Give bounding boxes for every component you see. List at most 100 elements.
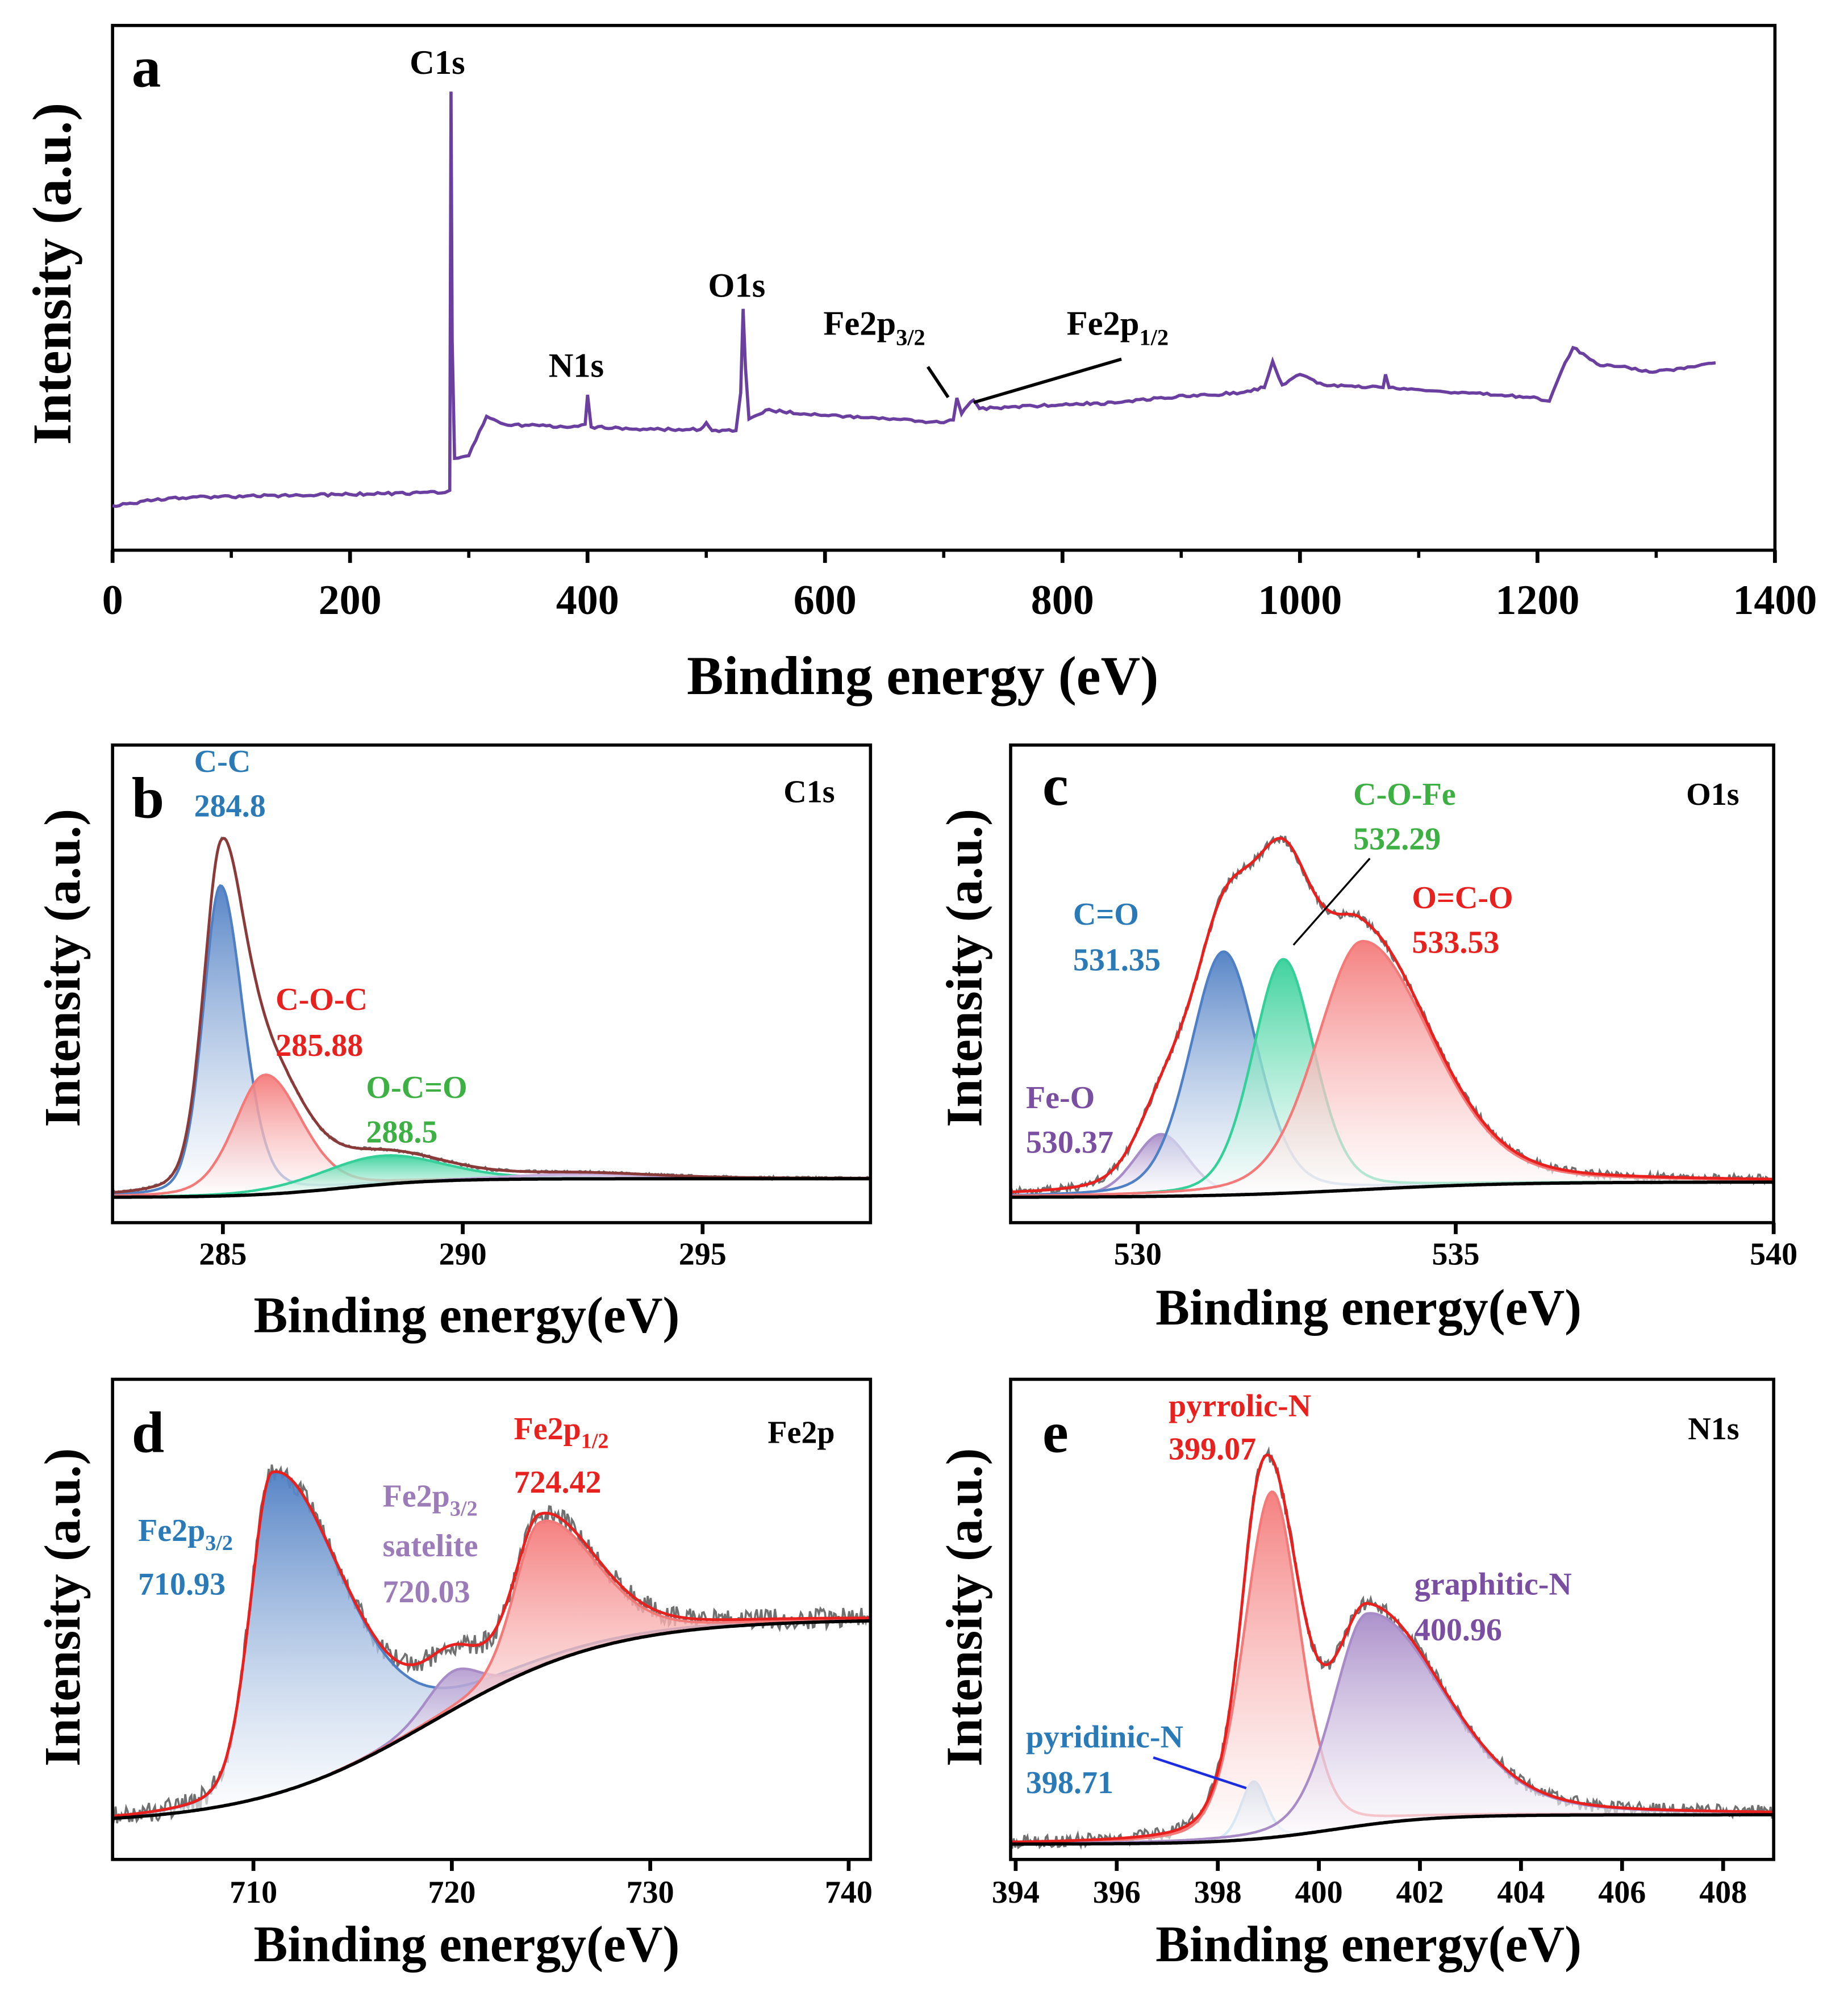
x-tick-label: 800 — [1031, 577, 1094, 624]
x-ticks-e: 394 396 398 400 402 404 406 408 — [992, 1859, 1747, 1910]
value-c-o-c: 285.88 — [276, 1028, 363, 1063]
x-ticks-b: 285 290 295 — [199, 1222, 727, 1272]
panel-a-survey: 0 200 400 600 800 1000 1200 1400 a C1s N1s O1s … — [22, 24, 1817, 706]
y-axis-label-d: Intensity (a.u.) — [35, 1448, 91, 1767]
annotation-o1s: O1s — [708, 266, 765, 304]
component-line-fe2p — [332, 1519, 871, 1774]
label-fe2p32-satellite: Fe2p3/2 — [383, 1479, 478, 1521]
x-axis-label-c: Binding energy(eV) — [1155, 1280, 1582, 1336]
x-tick-label: 404 — [1497, 1875, 1545, 1910]
plot-frame-b — [111, 743, 873, 1225]
panel-label-a: a — [132, 35, 161, 99]
x-tick-label: 290 — [439, 1237, 487, 1272]
background-line — [1010, 1813, 1774, 1846]
x-tick-label: 285 — [199, 1237, 247, 1272]
background-line — [112, 1177, 871, 1199]
x-ticks-c: 530 535 540 — [1114, 1222, 1797, 1272]
component-fill-o-c-o — [1010, 941, 1774, 1197]
x-tick-label: 710 — [230, 1875, 277, 1910]
panel-d-fe2p: 710 720 730 740 d Fe2p Fe2p3/2 710.93 Fe2p3… — [35, 1377, 873, 1973]
component-fill-fe2p — [332, 1520, 871, 1774]
plot-area-d — [111, 1464, 871, 1827]
value-graphitic-n: 400.96 — [1415, 1612, 1502, 1648]
x-axis-label-a: Binding energy (eV) — [687, 645, 1158, 706]
x-tick-label: 400 — [556, 577, 619, 624]
component-fill-c-o-c — [112, 1075, 540, 1197]
x-tick-label: 295 — [679, 1237, 727, 1272]
annotation-fe2p12: Fe2p1/2 — [1067, 305, 1169, 350]
component-fill-fe2p — [112, 1472, 871, 1819]
panel-b-c1s: 285 290 295 b C1s C-C 284.8 C-O-C 285.88 O… — [35, 743, 873, 1343]
annotation-fe2p32: Fe2p3/2 — [823, 305, 925, 350]
panel-e-n1s: 394 396 398 400 402 404 406 408 e N1s pyrrolic-… — [936, 1377, 1775, 1973]
x-tick-label: 398 — [1194, 1875, 1242, 1910]
plot-frame-a — [111, 24, 1777, 552]
panel-title-e: N1s — [1688, 1411, 1739, 1447]
panel-title-b: C1s — [783, 775, 835, 810]
panel-label-d: d — [132, 1400, 164, 1465]
x-tick-label: 1000 — [1258, 577, 1342, 624]
label-graphitic-n: graphitic-N — [1415, 1566, 1572, 1602]
annotation-c1s: C1s — [410, 44, 465, 82]
x-tick-label: 720 — [428, 1875, 475, 1910]
x-ticks-d: 710 720 730 740 — [230, 1859, 873, 1910]
x-tick-label: 530 — [1114, 1237, 1162, 1272]
pointer-pyridinic-n — [1153, 1756, 1247, 1790]
x-tick-label: 200 — [319, 577, 382, 624]
panel-title-d: Fe2p — [767, 1415, 835, 1451]
x-tick-label: 1200 — [1495, 577, 1579, 624]
value-pyrrolic-n: 399.07 — [1169, 1432, 1256, 1467]
plot-area-c — [1009, 835, 1775, 1199]
x-tick-label: 408 — [1699, 1875, 1747, 1910]
survey-spectrum-line — [112, 91, 1716, 508]
value-fe2p12: 724.42 — [514, 1465, 601, 1500]
x-tick-label: 394 — [992, 1875, 1040, 1910]
plot-frame-c — [1009, 743, 1775, 1225]
plot-area-b — [111, 836, 871, 1199]
x-axis-label-e: Binding energy(eV) — [1155, 1916, 1582, 1973]
x-tick-label: 540 — [1750, 1237, 1797, 1272]
x-tick-label: 400 — [1295, 1875, 1343, 1910]
fit-envelope-line — [112, 1470, 871, 1818]
value-o-c-o-ester: 533.53 — [1412, 925, 1499, 960]
label-c-o: C=O — [1073, 897, 1139, 932]
label-fe2p32: Fe2p3/2 — [138, 1513, 233, 1555]
component-fill-o-c-o — [161, 1155, 603, 1197]
label-pyridinic-n: pyridinic-N — [1026, 1719, 1183, 1754]
y-axis-label-a: Intensity (a.u.) — [22, 103, 82, 445]
background-line — [112, 1619, 871, 1820]
x-tick-label: 402 — [1396, 1875, 1444, 1910]
value-c-o: 531.35 — [1073, 943, 1161, 978]
label-satelite: satelite — [383, 1528, 478, 1564]
pointer-fe2p12 — [973, 357, 1122, 404]
label-o-c-o: O-C=O — [366, 1070, 467, 1105]
label-c-c: C-C — [194, 744, 251, 779]
y-axis-label-e: Intensity (a.u.) — [936, 1448, 992, 1767]
plot-frame-e — [1009, 1377, 1775, 1861]
background-line — [1010, 1180, 1774, 1199]
plot-area-e — [1010, 1446, 1775, 1850]
pointer-c-o-fe — [1292, 858, 1371, 946]
x-axis-label-d: Binding energy(eV) — [254, 1916, 680, 1973]
label-o-c-o-ester: O=C-O — [1412, 880, 1513, 916]
component-fill-graphitic-n — [1024, 1613, 1774, 1844]
y-axis-label-b: Intensity (a.u.) — [35, 809, 91, 1127]
x-tick-label: 396 — [1093, 1875, 1141, 1910]
x-tick-label: 740 — [825, 1875, 873, 1910]
x-tick-label: 406 — [1598, 1875, 1646, 1910]
x-ticks-a: 0 200 400 600 800 1000 1200 1400 — [102, 550, 1817, 624]
x-tick-label: 0 — [102, 577, 123, 624]
fit-envelope-line — [1010, 837, 1774, 1194]
value-fe-o: 530.37 — [1026, 1125, 1113, 1160]
label-pyrrolic-n: pyrrolic-N — [1169, 1388, 1311, 1423]
panel-label-e: e — [1042, 1400, 1069, 1465]
plot-area-a — [112, 91, 1716, 508]
panel-title-c: O1s — [1686, 777, 1739, 812]
panel-label-c: c — [1042, 753, 1069, 818]
panel-label-b: b — [132, 766, 164, 831]
label-fe-o: Fe-O — [1026, 1080, 1095, 1116]
x-tick-label: 535 — [1432, 1237, 1479, 1272]
x-tick-label: 600 — [794, 577, 857, 624]
x-axis-label-b: Binding energy(eV) — [254, 1287, 680, 1343]
